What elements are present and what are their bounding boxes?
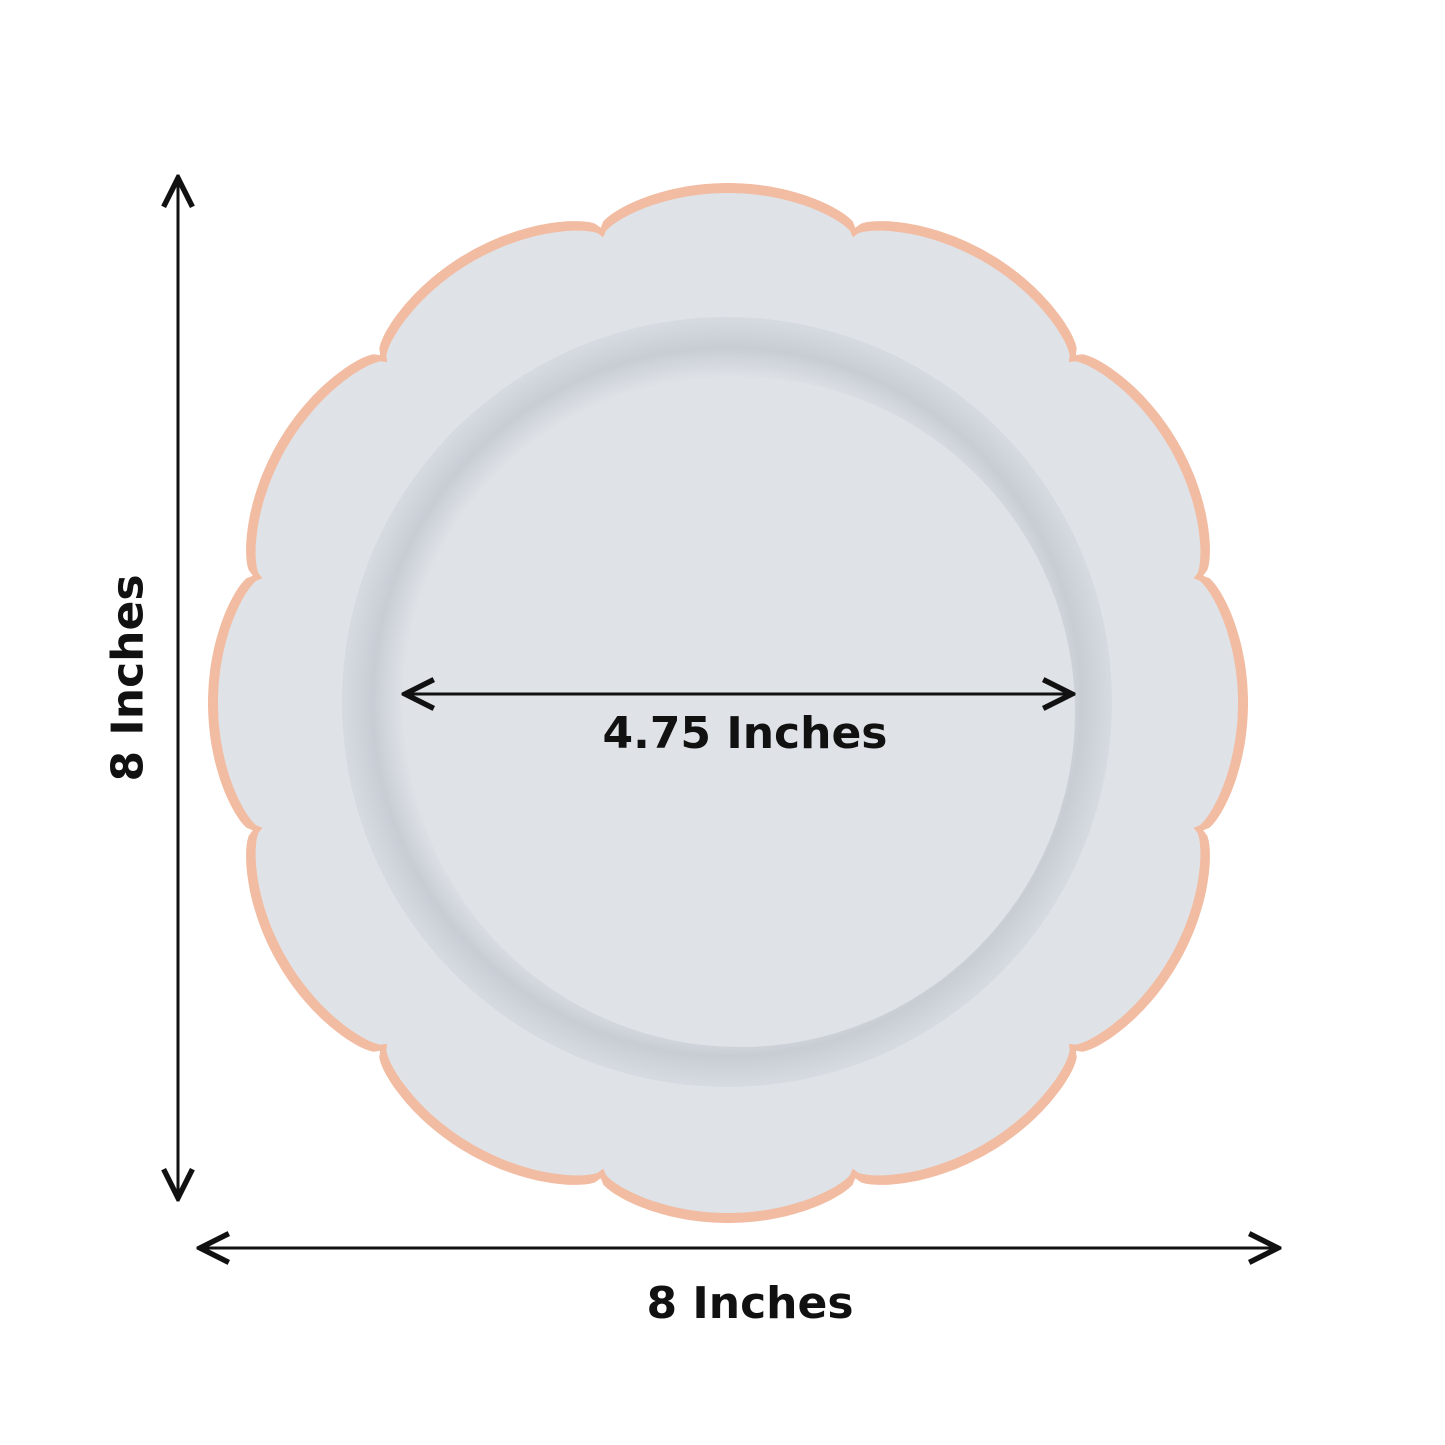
inner-diameter-label: 4.75 Inches (602, 708, 888, 759)
height-label: 8 Inches (102, 574, 154, 782)
width-label: 8 Inches (646, 1278, 854, 1329)
plate-center (405, 377, 1075, 1047)
